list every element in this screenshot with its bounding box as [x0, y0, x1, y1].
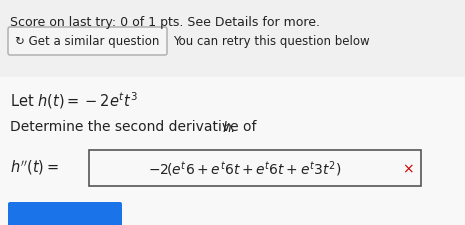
Text: $-2\!\left(e^{t}6 + e^{t}6t + e^{t}6t + e^{t}3t^{2}\right)$: $-2\!\left(e^{t}6 + e^{t}6t + e^{t}6t + …	[148, 158, 342, 178]
Bar	[0, 0, 465, 78]
Text: ↻ Get a similar question: ↻ Get a similar question	[15, 35, 159, 48]
Text: You can retry this question below: You can retry this question below	[173, 35, 370, 48]
Text: Score on last try: 0 of 1 pts. See Details for more.: Score on last try: 0 of 1 pts. See Detai…	[10, 16, 320, 29]
Text: Let $h(t) = -2e^{t}t^{3}$: Let $h(t) = -2e^{t}t^{3}$	[10, 90, 138, 110]
FancyBboxPatch shape	[89, 150, 421, 186]
Text: $\times$: $\times$	[402, 161, 414, 175]
Text: $h$.: $h$.	[222, 119, 235, 134]
Bar	[0, 78, 465, 225]
Text: $h''(t) =$: $h''(t) =$	[10, 157, 59, 176]
FancyBboxPatch shape	[8, 28, 167, 56]
FancyBboxPatch shape	[8, 202, 122, 225]
Text: Determine the second derivative of: Determine the second derivative of	[10, 119, 261, 133]
